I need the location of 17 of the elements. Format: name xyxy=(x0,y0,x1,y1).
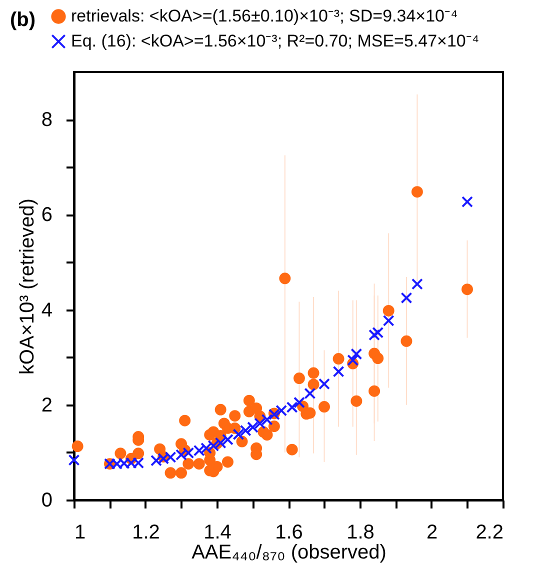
legend-label: Eq. (16): <kOA>=1.56×10⁻³; R²=0.70; MSE=5.47×10⁻⁴ xyxy=(71,32,480,50)
chart-title: (b) xyxy=(10,9,36,31)
x-tick-label: 1.6 xyxy=(275,522,303,544)
y-tick-label: 6 xyxy=(41,204,52,226)
x-tick-label: 1 xyxy=(74,522,86,544)
y-axis-title: kOA×10³ (retrieved) xyxy=(16,198,38,375)
x-axis-title: AAE₄₄₀/₈₇₀ (observed) xyxy=(192,542,386,564)
legend-label: retrievals: <kOA>=(1.56±0.10)×10⁻³; SD=9.34×10⁻⁴ xyxy=(71,6,458,26)
x-tick-label: 2 xyxy=(426,522,438,544)
y-tick-label: 0 xyxy=(41,490,52,512)
y-tick-label: 8 xyxy=(41,109,52,132)
x-tick-label: 1.4 xyxy=(204,522,232,544)
x-tick-label: 1.8 xyxy=(346,522,374,544)
x-tick-label: 2.2 xyxy=(476,522,504,544)
y-tick-label: 4 xyxy=(41,299,52,322)
y-tick-label: 2 xyxy=(41,394,52,416)
x-tick-label: 1.2 xyxy=(132,522,160,544)
